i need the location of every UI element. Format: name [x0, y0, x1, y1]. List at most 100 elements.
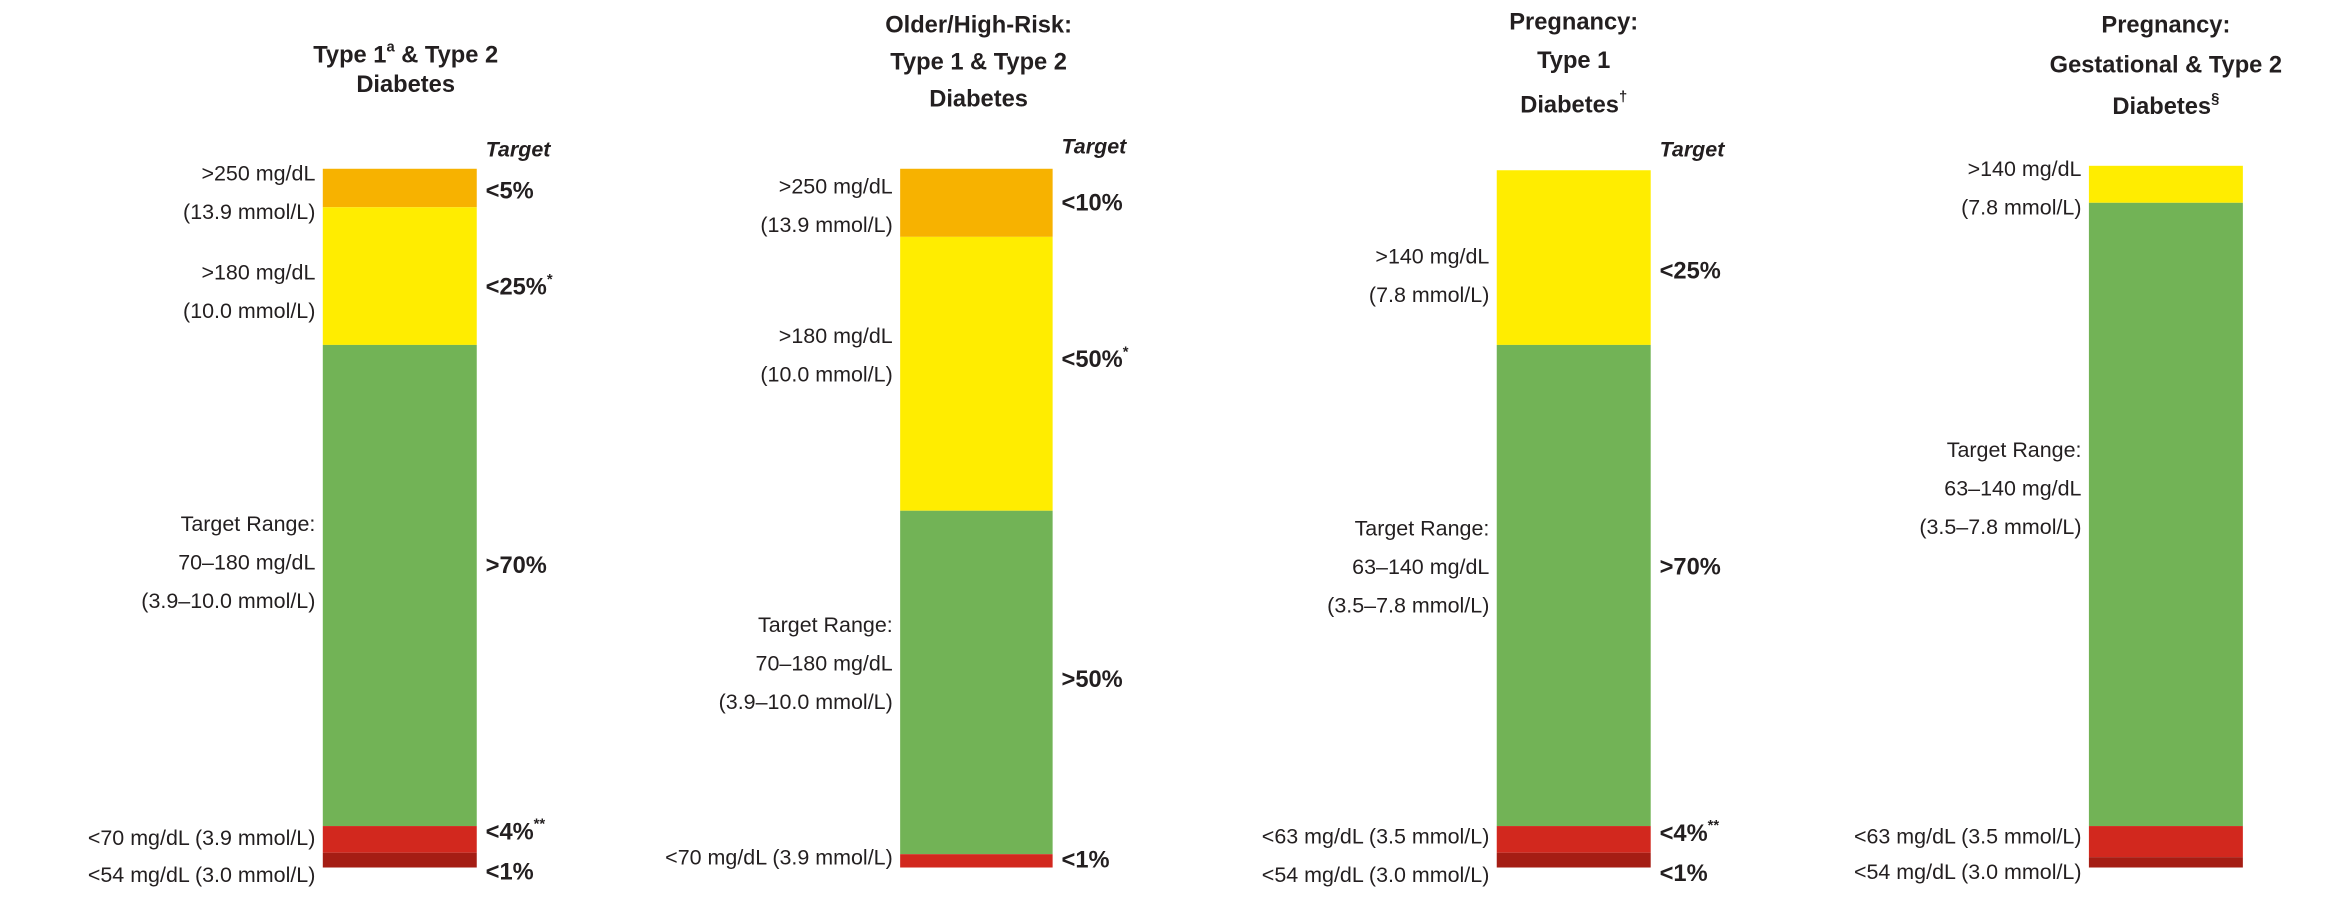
range-label: (3.5–7.8 mmol/L) — [1327, 594, 1489, 618]
text-part: <1% — [1062, 848, 1110, 874]
target-value: >50% — [1062, 667, 1123, 693]
range-label: (3.9–10.0 mmol/L) — [141, 589, 315, 613]
text-part: Pregnancy: — [2101, 13, 2230, 39]
text-part: Older/High-Risk: — [885, 13, 1072, 39]
range-label: >250 mg/dL — [779, 175, 893, 199]
range-label: <63 mg/dL (3.5 mmol/L) — [1262, 825, 1490, 849]
bar-segment — [1496, 170, 1651, 345]
range-label: (13.9 mmol/L) — [183, 200, 315, 224]
panel-title: Diabetes — [356, 72, 455, 98]
panel-title: Pregnancy: — [1509, 10, 1638, 36]
range-label: (3.9–10.0 mmol/L) — [719, 690, 893, 714]
text-part: <10% — [1062, 191, 1123, 217]
text-part: >50% — [1062, 667, 1123, 693]
superscript: § — [2211, 91, 2219, 107]
target-value: <1% — [1660, 861, 1708, 887]
text-part: <1% — [1660, 861, 1708, 887]
superscript: ** — [534, 816, 546, 832]
bar-segment — [900, 854, 1053, 868]
text-part: <5% — [486, 179, 534, 205]
bar-segment — [2088, 165, 2243, 203]
range-label: >180 mg/dL — [201, 261, 315, 285]
range-label: Target Range: — [1947, 438, 2082, 462]
panel: Pregnancy: Type 1 Diabetes† Target >140 mg/d… — [1262, 10, 1725, 887]
bar-segment — [322, 852, 477, 868]
range-label: <63 mg/dL (3.5 mmol/L) — [1854, 825, 2082, 849]
range-label: (13.9 mmol/L) — [760, 213, 892, 237]
range-label: >140 mg/dL — [1968, 157, 2082, 181]
bar-segment — [900, 236, 1053, 511]
text-part: <4% — [1660, 821, 1708, 847]
bar-segment — [1496, 826, 1651, 853]
panel: Pregnancy: Gestational & Type 2 Diabetes§ >… — [1854, 13, 2282, 884]
text-part: Type 1 & Type 2 — [890, 50, 1067, 76]
text-part: Type 1 — [313, 43, 386, 69]
bar-segment — [2088, 826, 2243, 858]
target-value: <4%** — [1660, 818, 1720, 847]
text-part: Diabetes — [356, 72, 455, 98]
range-label: >180 mg/dL — [779, 324, 893, 348]
panel: Type 1a & Type 2 Diabetes Target >250 mg/dL… — [88, 39, 553, 887]
range-label: 63–140 mg/dL — [1944, 477, 2081, 501]
range-label: <54 mg/dL (3.0 mmol/L) — [88, 863, 316, 887]
bar-segment — [322, 826, 477, 853]
text-part: <50% — [1062, 347, 1123, 373]
target-value: <25% — [1660, 259, 1721, 285]
range-label: Target Range: — [181, 512, 316, 536]
panel-title: Diabetes† — [1520, 90, 1627, 119]
range-label: >140 mg/dL — [1375, 244, 1489, 268]
text-part: <1% — [486, 860, 534, 886]
panel: Older/High-Risk: Type 1 & Type 2 Diabetes T… — [665, 13, 1129, 874]
range-label: <70 mg/dL (3.9 mmol/L) — [88, 826, 316, 850]
text-part: >70% — [1660, 555, 1721, 581]
target-header: Target — [486, 138, 552, 162]
bar-segment — [322, 207, 477, 345]
superscript: † — [1619, 90, 1627, 106]
range-label: <70 mg/dL (3.9 mmol/L) — [665, 845, 893, 869]
text-part: Diabetes — [929, 87, 1028, 113]
text-part: Pregnancy: — [1509, 10, 1638, 36]
range-label: 70–180 mg/dL — [178, 551, 315, 575]
range-label: 63–140 mg/dL — [1352, 555, 1489, 579]
text-part: <25% — [1660, 259, 1721, 285]
superscript: a — [386, 39, 395, 55]
range-label: (3.5–7.8 mmol/L) — [1919, 515, 2081, 539]
range-label: 70–180 mg/dL — [756, 651, 893, 675]
superscript: ** — [1708, 818, 1720, 834]
superscript: * — [547, 272, 553, 288]
target-value: <1% — [486, 860, 534, 886]
panel-title: Type 1 — [1537, 48, 1610, 74]
range-label: Target Range: — [758, 613, 893, 637]
panel-title: Type 1a & Type 2 — [313, 39, 498, 68]
range-label: Target Range: — [1355, 517, 1490, 541]
bar-segment — [322, 344, 477, 827]
target-value: <4%** — [486, 816, 546, 845]
panel-title: Diabetes§ — [2112, 91, 2219, 120]
target-header: Target — [1660, 138, 1726, 162]
bar-segment — [2088, 202, 2243, 827]
panel-title: Older/High-Risk: — [885, 13, 1072, 39]
superscript: * — [1123, 344, 1129, 360]
range-label: (10.0 mmol/L) — [183, 299, 315, 323]
text-part: Gestational & Type 2 — [2050, 53, 2282, 79]
bar-segment — [1496, 852, 1651, 868]
range-label: (7.8 mmol/L) — [1961, 195, 2081, 219]
range-label: >250 mg/dL — [201, 161, 315, 185]
target-value: <10% — [1062, 191, 1123, 217]
range-label: (7.8 mmol/L) — [1369, 283, 1489, 307]
target-value: >70% — [486, 553, 547, 579]
range-label: (10.0 mmol/L) — [760, 363, 892, 387]
range-label: <54 mg/dL (3.0 mmol/L) — [1854, 860, 2082, 884]
panel-title: Type 1 & Type 2 — [890, 50, 1067, 76]
target-value: <5% — [486, 179, 534, 205]
text-part: <25% — [486, 275, 547, 301]
target-header: Target — [1062, 135, 1128, 159]
bar-segment — [900, 510, 1053, 855]
panel-title: Gestational & Type 2 — [2050, 53, 2282, 79]
target-value: <50%* — [1062, 344, 1129, 373]
bar-segment — [2088, 857, 2243, 868]
target-value: >70% — [1660, 555, 1721, 581]
text-part: & Type 2 — [395, 43, 498, 69]
bar-segment — [1496, 344, 1651, 827]
